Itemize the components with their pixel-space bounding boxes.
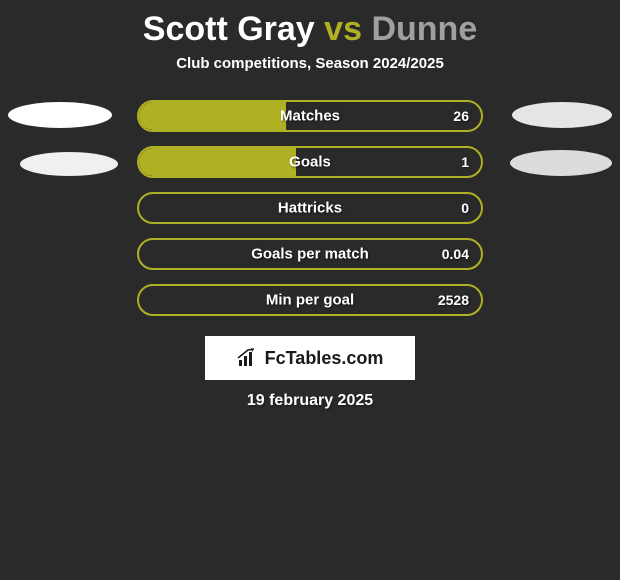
stat-bar-value: 1	[461, 154, 469, 170]
stat-bar-label: Hattricks	[139, 200, 481, 217]
stat-bar-label: Goals	[139, 154, 481, 171]
decorative-ellipse	[20, 152, 118, 176]
date-text: 19 february 2025	[0, 392, 620, 410]
stat-bar-value: 26	[453, 108, 469, 124]
stat-bar: Matches26	[137, 100, 483, 132]
stat-bar: Hattricks0	[137, 192, 483, 224]
stat-bar-label: Matches	[139, 108, 481, 125]
comparison-title: Scott Gray vs Dunne	[0, 0, 620, 55]
stat-bar: Goals1	[137, 146, 483, 178]
decorative-ellipse	[510, 150, 612, 176]
stat-bar-label: Min per goal	[139, 292, 481, 309]
stat-bar: Goals per match0.04	[137, 238, 483, 270]
stat-bar-label: Goals per match	[139, 246, 481, 263]
vs-text: vs	[324, 10, 362, 48]
brand-text: FcTables.com	[265, 348, 384, 369]
stat-bar: Min per goal2528	[137, 284, 483, 316]
decorative-ellipse	[8, 102, 112, 128]
chart-icon	[237, 348, 259, 368]
player1-name: Scott Gray	[143, 10, 315, 48]
stat-bars: Matches26 Goals1 Hattricks0 Goals per match…	[137, 100, 483, 316]
player2-name: Dunne	[371, 10, 477, 48]
stat-bar-value: 2528	[438, 292, 469, 308]
stat-bar-value: 0	[461, 200, 469, 216]
decorative-ellipse	[512, 102, 612, 128]
stat-bar-value: 0.04	[442, 246, 469, 262]
brand-badge: FcTables.com	[205, 336, 415, 380]
subtitle: Club competitions, Season 2024/2025	[0, 55, 620, 72]
main-content: Matches26 Goals1 Hattricks0 Goals per match…	[0, 100, 620, 316]
